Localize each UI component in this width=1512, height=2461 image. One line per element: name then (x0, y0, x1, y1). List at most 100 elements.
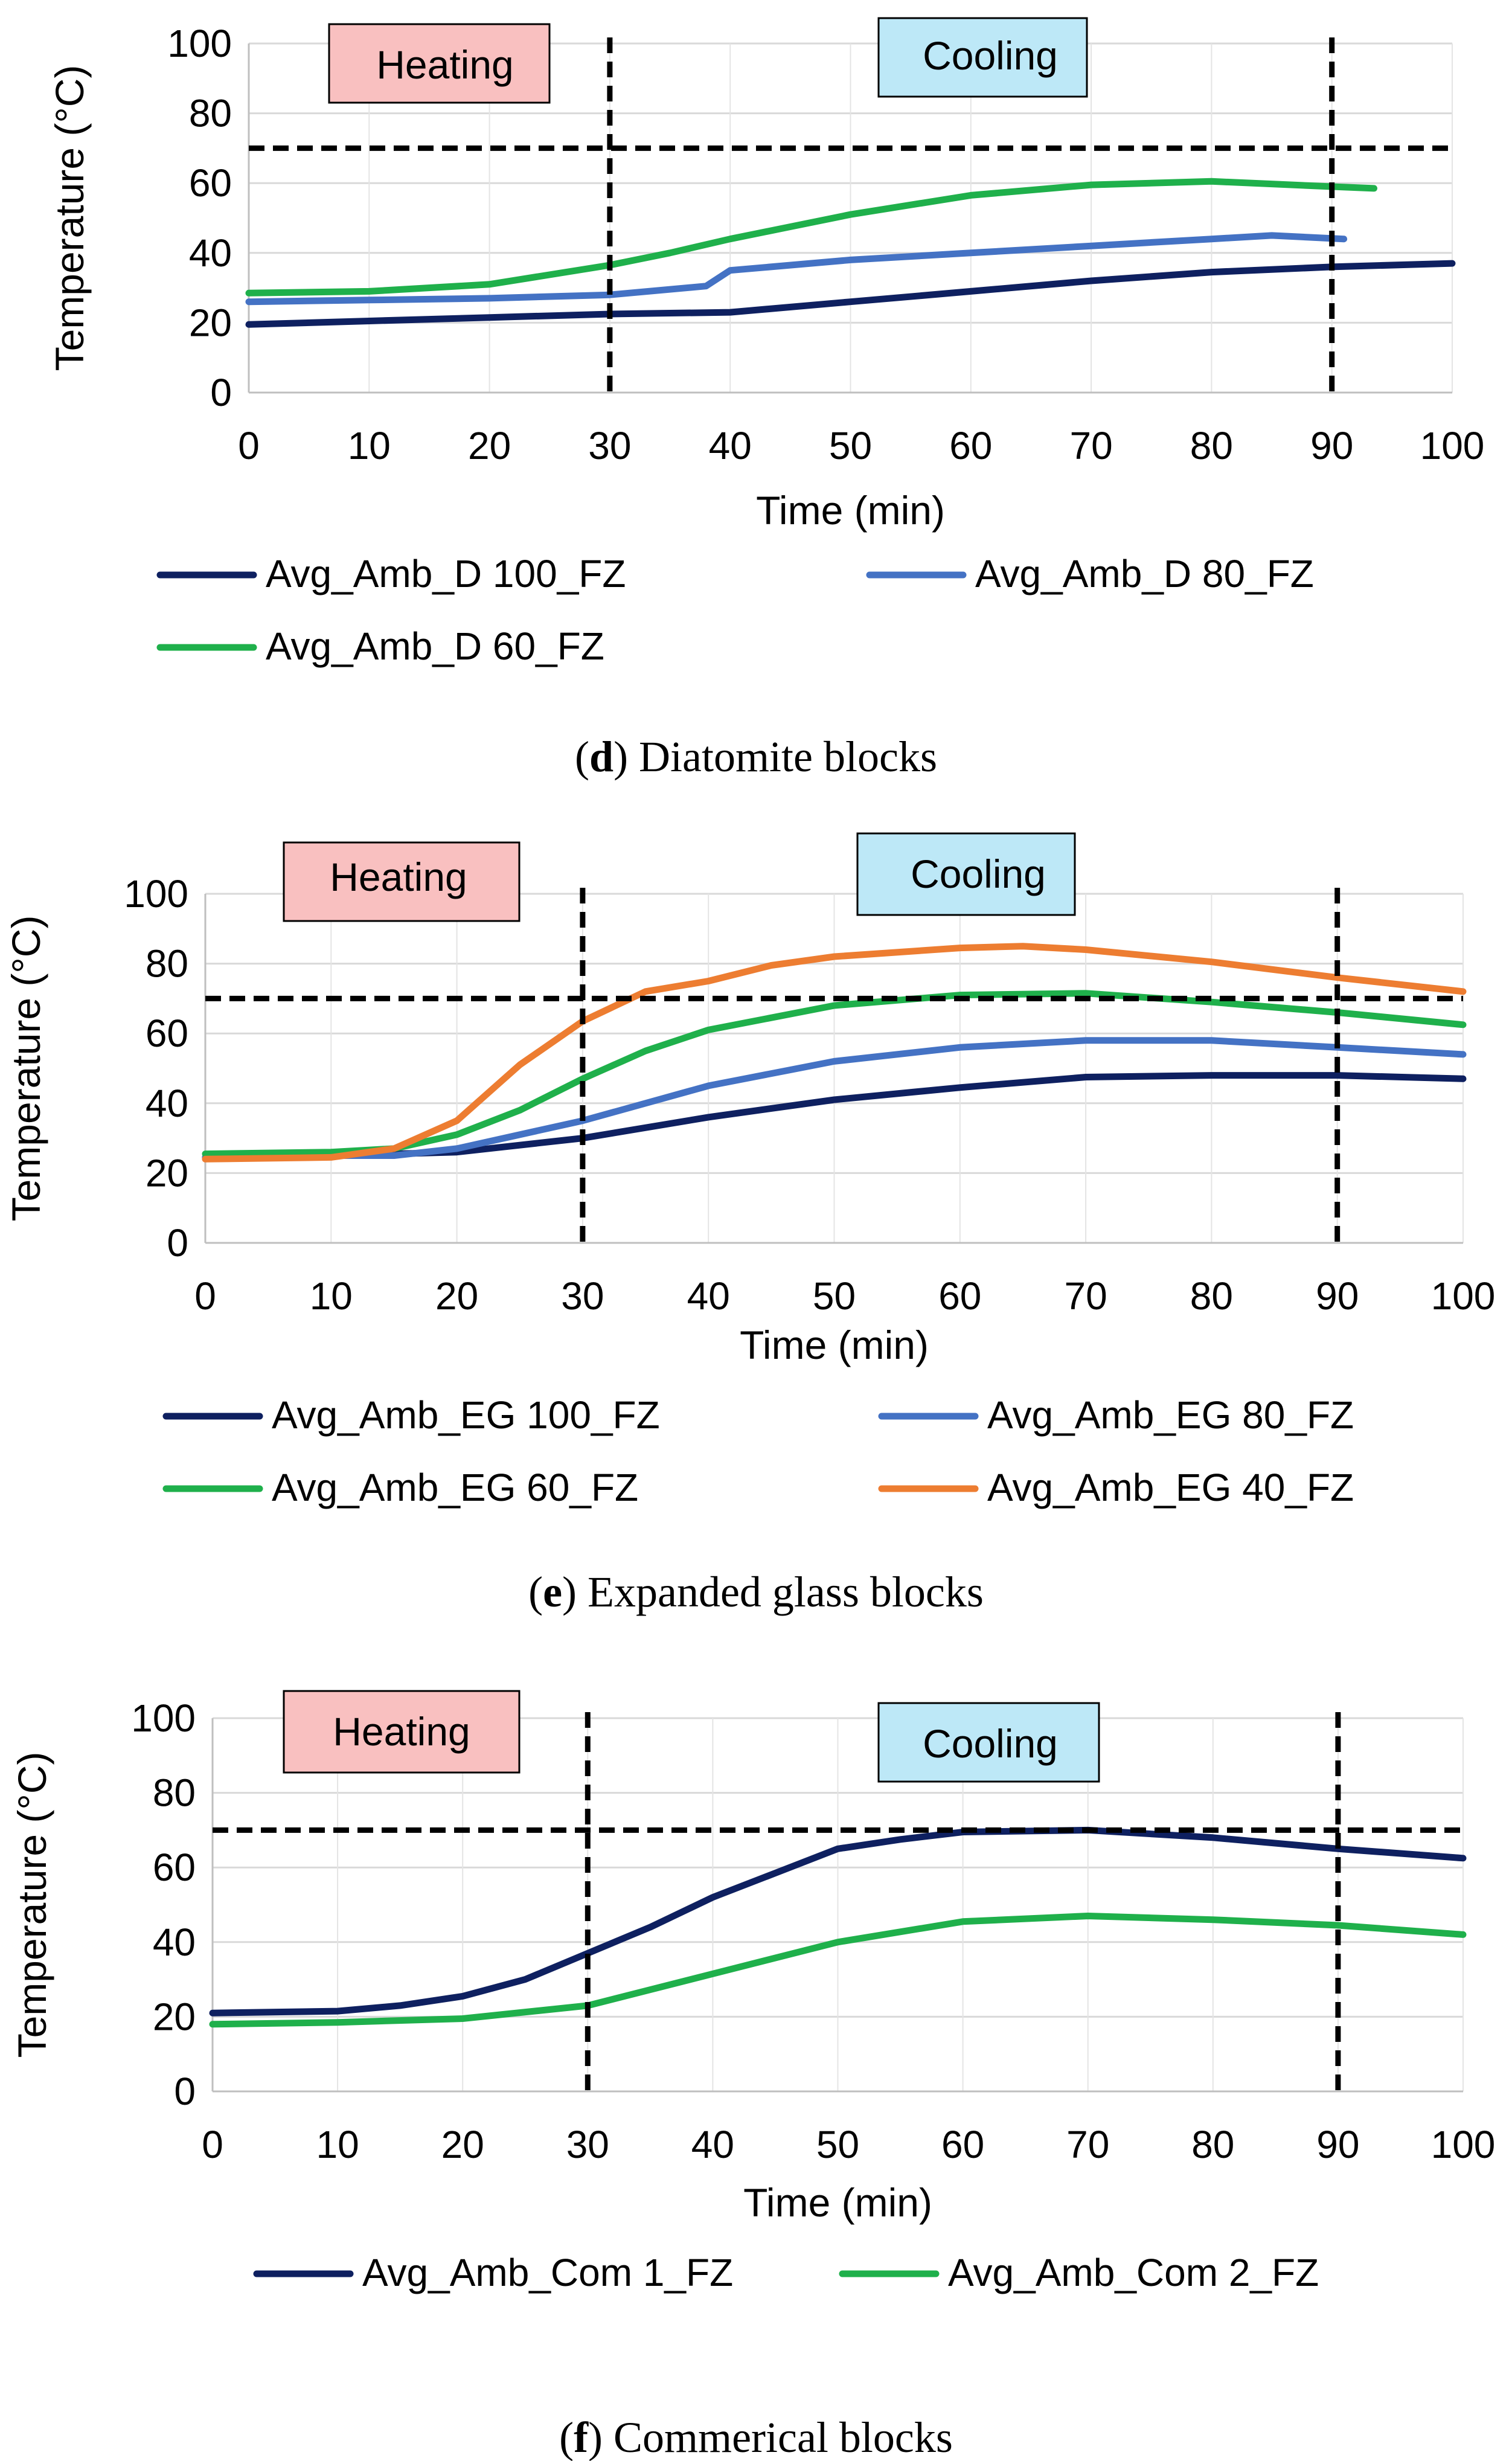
x-tick-label: 0 (238, 424, 260, 467)
phase-label-cooling: Cooling (911, 852, 1046, 896)
legend-label: Avg_Amb_D 100_FZ (266, 552, 626, 595)
x-tick-label: 10 (348, 424, 391, 467)
series-line (202, 943, 1467, 1163)
x-tick-label: 80 (1191, 2123, 1234, 2166)
legend-label: Avg_Amb_D 60_FZ (266, 624, 604, 668)
x-tick-label: 50 (816, 2123, 859, 2166)
y-tick-label: 60 (153, 1846, 196, 1889)
legend-label: Avg_Amb_EG 80_FZ (987, 1393, 1354, 1437)
caption-paren: ( (575, 733, 589, 781)
x-tick-label: 100 (1431, 2123, 1496, 2166)
x-tick-label: 90 (1316, 1274, 1359, 1318)
caption-paren: ) (588, 2413, 603, 2461)
legend-label: Avg_Amb_EG 40_FZ (987, 1466, 1354, 1509)
caption-letter: d (589, 733, 613, 781)
phase-box-heating (283, 1690, 521, 1774)
y-tick-label: 60 (146, 1012, 188, 1055)
x-tick-label: 10 (310, 1274, 353, 1318)
caption-text: Diatomite blocks (628, 733, 937, 781)
phase-label-cooling: Cooling (923, 33, 1058, 78)
series-line (209, 1913, 1467, 2028)
x-tick-label: 80 (1190, 1274, 1233, 1318)
y-tick-label: 100 (124, 872, 188, 916)
caption-text: Commerical blocks (603, 2413, 953, 2461)
caption-paren: ) (613, 733, 628, 781)
panel-caption: (d) Diatomite blocks (575, 733, 937, 781)
legend-label: Avg_Amb_EG 100_FZ (272, 1393, 660, 1437)
x-tick-label: 70 (1066, 2123, 1109, 2166)
phase-box-heating (283, 841, 521, 922)
series-line (202, 1037, 1467, 1161)
x-tick-label: 100 (1431, 1274, 1496, 1318)
x-tick-label: 60 (949, 424, 992, 467)
series-line (209, 1826, 1467, 2017)
phase-label-cooling: Cooling (923, 1721, 1058, 1766)
x-tick-label: 60 (938, 1274, 981, 1318)
y-tick-label: 40 (189, 231, 232, 275)
y-tick-label: 100 (167, 22, 232, 65)
caption-paren: ( (559, 2413, 574, 2461)
x-axis-title: Time (min) (743, 2180, 932, 2225)
panel-caption: (f) Commerical blocks (559, 2413, 953, 2461)
x-tick-label: 30 (561, 1274, 604, 1318)
phase-box-heating (328, 23, 551, 104)
x-tick-label: 40 (709, 424, 752, 467)
y-tick-label: 0 (167, 1221, 188, 1265)
phase-label-heating: Heating (330, 855, 467, 899)
panel-caption: (e) Expanded glass blocks (528, 1568, 984, 1616)
phase-label-heating: Heating (333, 1709, 470, 1754)
legend-label: Avg_Amb_Com 2_FZ (948, 2251, 1319, 2294)
x-tick-label: 30 (566, 2123, 609, 2166)
x-tick-label: 90 (1316, 2123, 1359, 2166)
y-axis-title: Temperature (°C) (47, 65, 92, 371)
y-tick-label: 40 (153, 1920, 196, 1964)
series-line (245, 232, 1348, 306)
y-tick-label: 80 (189, 92, 232, 135)
x-tick-label: 50 (813, 1274, 856, 1318)
x-tick-label: 40 (687, 1274, 730, 1318)
legend-label: Avg_Amb_D 80_FZ (975, 552, 1314, 595)
x-tick-label: 40 (691, 2123, 734, 2166)
y-tick-label: 60 (189, 161, 232, 205)
y-tick-label: 20 (189, 301, 232, 344)
y-tick-label: 40 (146, 1082, 188, 1125)
phase-box-cooling (877, 17, 1088, 98)
y-axis-title: Temperature (°C) (10, 1752, 54, 2058)
x-axis-title: Time (min) (740, 1323, 929, 1367)
phase-box-cooling (877, 1702, 1100, 1783)
y-tick-label: 0 (210, 371, 232, 414)
chart-panel-d: 0 20 40 60 80 100 0 10 20 30 40 50 60 70 80 90 100 Time (… (47, 17, 1485, 781)
x-tick-label: 50 (829, 424, 872, 467)
x-tick-label: 20 (468, 424, 511, 467)
legend-label: Avg_Amb_EG 60_FZ (272, 1466, 638, 1509)
y-tick-label: 0 (174, 2070, 196, 2113)
y-tick-label: 80 (153, 1771, 196, 1815)
caption-letter: f (574, 2413, 589, 2461)
x-tick-label: 10 (316, 2123, 359, 2166)
x-tick-label: 80 (1190, 424, 1233, 467)
x-tick-label: 0 (202, 2123, 223, 2166)
caption-paren: ( (528, 1568, 543, 1616)
chart-panel-e: 0 20 40 60 80 100 0 10 20 30 40 50 60 70 80 90 100 Time (… (4, 832, 1496, 1616)
phase-box-cooling (856, 832, 1076, 916)
y-tick-label: 20 (153, 1995, 196, 2038)
x-tick-label: 60 (941, 2123, 984, 2166)
series-line (245, 260, 1456, 328)
caption-paren: ) (562, 1568, 577, 1616)
chart-panel-f: 0 20 40 60 80 100 0 10 20 30 40 50 60 70 80 90 100 Time (… (10, 1690, 1496, 2461)
x-tick-label: 90 (1310, 424, 1353, 467)
y-tick-label: 80 (146, 942, 188, 986)
x-tick-label: 20 (441, 2123, 484, 2166)
x-tick-label: 70 (1065, 1274, 1107, 1318)
x-tick-label: 20 (435, 1274, 478, 1318)
x-tick-label: 70 (1070, 424, 1113, 467)
x-tick-label: 0 (194, 1274, 216, 1318)
x-tick-label: 100 (1420, 424, 1485, 467)
series-line (245, 178, 1377, 297)
x-tick-label: 30 (588, 424, 631, 467)
legend-label: Avg_Amb_Com 1_FZ (362, 2251, 733, 2294)
y-axis-title: Temperature (°C) (4, 916, 48, 1222)
x-axis-title: Time (min) (756, 488, 945, 533)
caption-text: Expanded glass blocks (577, 1568, 984, 1616)
